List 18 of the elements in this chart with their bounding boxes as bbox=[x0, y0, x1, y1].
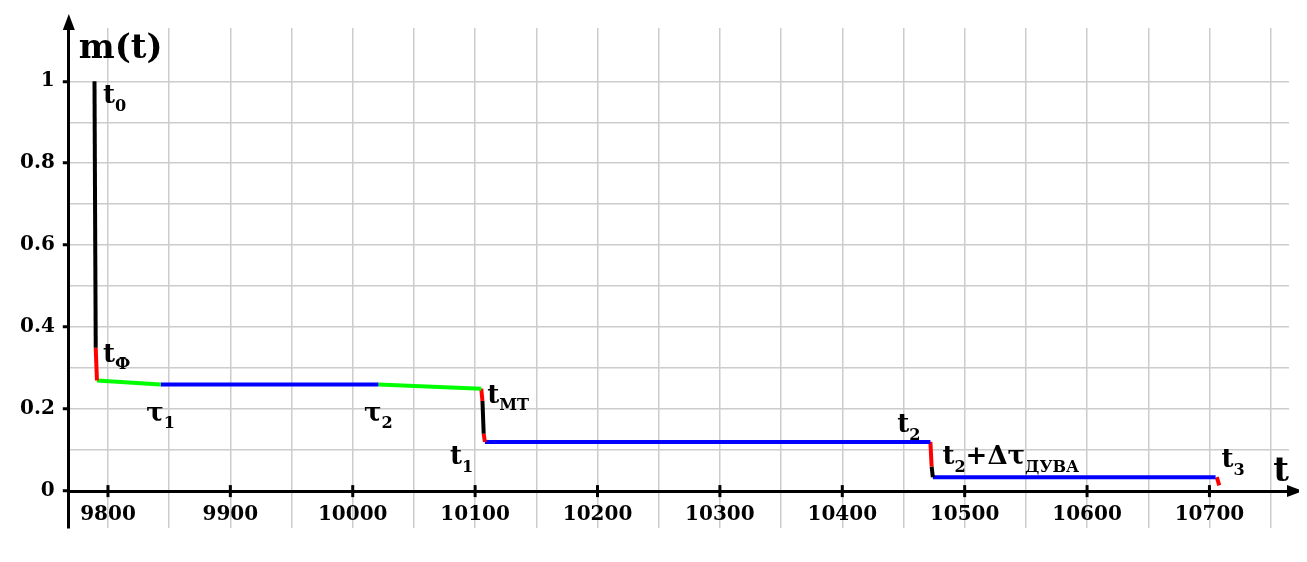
x-tick-label: 9900 bbox=[202, 501, 259, 526]
x-tick-label: 9800 bbox=[80, 501, 136, 526]
y-axis-title: m(t) bbox=[78, 26, 163, 66]
x-tick-label: 10700 bbox=[1174, 501, 1245, 526]
x-tick-label: 10100 bbox=[440, 501, 510, 526]
y-tick-label: 0 bbox=[40, 477, 55, 502]
x-tick-label: 10500 bbox=[929, 501, 1000, 526]
y-tick-label: 0.8 bbox=[20, 149, 55, 174]
y-tick-label: 0.4 bbox=[20, 313, 55, 338]
y-tick-label: 0.2 bbox=[20, 395, 55, 420]
x-tick-label: 10000 bbox=[317, 501, 388, 526]
x-tick-label: 10300 bbox=[685, 501, 755, 526]
x-tick-label: 10200 bbox=[562, 501, 633, 526]
y-tick-label: 0.6 bbox=[20, 231, 55, 256]
y-tick-label: 1 bbox=[40, 67, 55, 92]
x-axis-title: t bbox=[1273, 449, 1290, 490]
x-tick-label: 10400 bbox=[807, 501, 878, 526]
x-tick-label: 10600 bbox=[1052, 501, 1122, 526]
